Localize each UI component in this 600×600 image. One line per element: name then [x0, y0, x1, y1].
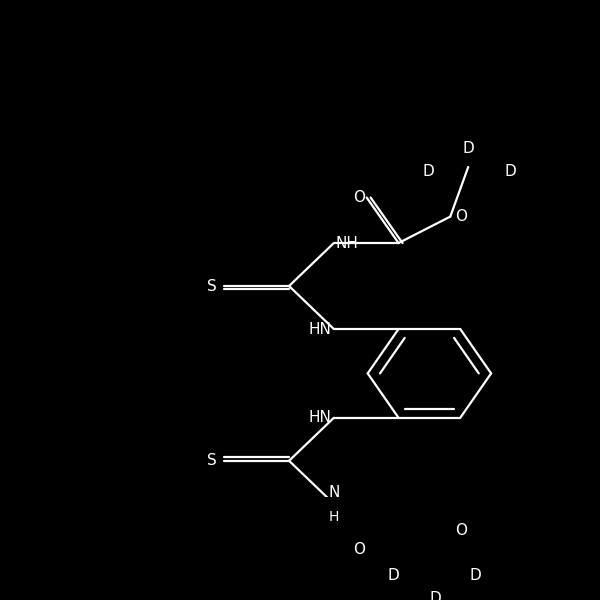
Text: H: H — [329, 511, 339, 524]
Text: S: S — [206, 453, 217, 468]
Text: D: D — [463, 141, 474, 156]
Text: D: D — [469, 568, 481, 583]
Text: O: O — [455, 209, 467, 224]
Text: N: N — [328, 485, 340, 500]
Text: D: D — [430, 590, 441, 600]
Text: D: D — [504, 164, 516, 179]
Text: D: D — [388, 568, 400, 583]
Text: O: O — [353, 542, 365, 557]
Text: D: D — [422, 164, 434, 179]
Text: O: O — [455, 523, 467, 538]
Text: NH: NH — [336, 236, 359, 251]
Text: S: S — [206, 278, 217, 293]
Text: HN: HN — [309, 322, 332, 337]
Text: O: O — [353, 190, 365, 205]
Text: HN: HN — [309, 410, 332, 425]
